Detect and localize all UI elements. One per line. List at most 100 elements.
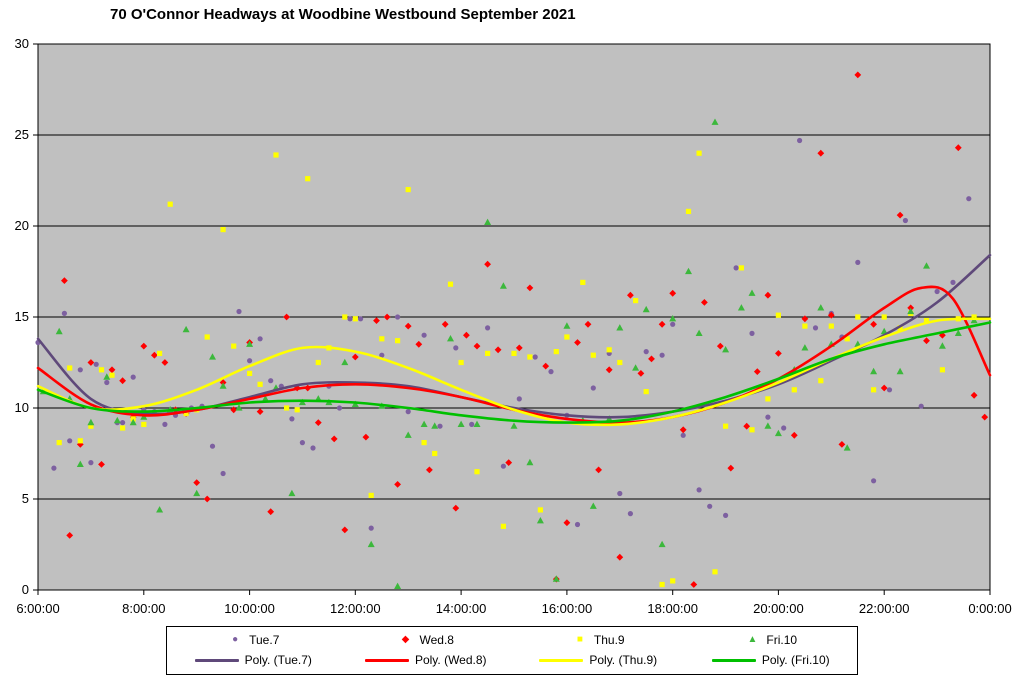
scatter-point	[288, 489, 296, 497]
scatter-point	[452, 504, 460, 512]
scatter-point	[748, 289, 756, 296]
scatter-point	[737, 304, 745, 311]
scatter-point	[966, 196, 972, 202]
poly-thu9-line-icon	[539, 658, 584, 662]
trend-line	[36, 285, 992, 424]
scatter-point	[342, 314, 348, 320]
scatter-point	[473, 342, 481, 350]
scatter-point	[426, 466, 433, 474]
scatter-point	[871, 478, 877, 484]
scatter-point	[818, 378, 824, 384]
scatter-point	[775, 350, 782, 357]
scatter-point	[119, 377, 126, 385]
scatter-point	[453, 345, 459, 351]
y-axis-label: 20	[15, 218, 29, 233]
scatter-point	[162, 421, 168, 427]
scatter-point	[404, 322, 412, 330]
scatter-point	[954, 329, 962, 336]
scatter-point	[537, 507, 543, 513]
scatter-point	[532, 354, 538, 360]
scatter-point	[182, 325, 190, 333]
plot-area: 0 5 10 15 20 25 30 6:00:00 8:00:00 10:00:00 12:00:…	[15, 36, 1012, 616]
poly-wed8-line-icon	[364, 658, 409, 662]
scatter-point	[395, 314, 401, 320]
scatter-point	[733, 265, 739, 271]
scatter-point	[685, 267, 692, 275]
scatter-point	[87, 418, 95, 426]
scatter-point	[511, 350, 517, 356]
scatter-point	[775, 312, 781, 318]
scatter-point	[907, 307, 915, 315]
legend-item-poly-wed8: Poly. (Wed.8)	[340, 653, 513, 667]
scatter-point	[670, 578, 676, 584]
scatter-point	[627, 291, 634, 299]
scatter-point	[88, 423, 94, 429]
scatter-point	[902, 217, 909, 224]
x-axis-label: 6:00:00	[16, 601, 59, 616]
x-axis-label: 0:00:00	[968, 601, 1011, 616]
scatter-point	[437, 423, 443, 429]
scatter-point	[616, 553, 624, 561]
x-axis-label: 14:00:00	[436, 601, 487, 616]
scatter-point	[633, 298, 639, 304]
scatter-point	[801, 344, 809, 351]
scatter-point	[231, 343, 237, 349]
scatter-point	[564, 334, 570, 340]
scatter-point	[616, 324, 624, 331]
scatter-point	[580, 279, 586, 285]
x-axis-label: 22:00:00	[859, 601, 910, 616]
scatter-point	[897, 325, 903, 331]
scatter-point	[183, 410, 189, 417]
scatter-point	[797, 137, 803, 144]
scatter-point	[790, 431, 798, 439]
scatter-point	[617, 359, 623, 366]
y-axis-label: 15	[15, 309, 29, 324]
scatter-point	[627, 510, 634, 517]
scatter-point	[236, 308, 242, 315]
scatter-point	[590, 385, 596, 391]
legend-row-trendlines: Poly. (Tue.7) Poly. (Wed.8) Poly. (Thu.9…	[167, 653, 857, 667]
scatter-point	[405, 187, 411, 193]
fri10-marker-icon: ▲	[747, 634, 758, 645]
scatter-point	[590, 352, 596, 358]
scatter-point	[749, 427, 755, 433]
scatter-point	[844, 336, 850, 342]
scatter-point	[727, 464, 735, 472]
scatter-point	[193, 489, 201, 497]
scatter-point	[950, 279, 956, 285]
scatter-point	[98, 461, 105, 468]
scatter-point	[473, 420, 481, 427]
scatter-point	[104, 379, 110, 386]
scatter-point	[923, 337, 930, 345]
scatter-point	[379, 352, 385, 358]
scatter-point	[209, 353, 216, 360]
scatter-point	[880, 327, 888, 335]
scatter-point	[536, 517, 544, 524]
scatter-point	[838, 441, 846, 448]
thu9-marker-icon: ■	[576, 634, 583, 645]
scatter-point	[981, 413, 989, 421]
scatter-point	[643, 349, 649, 355]
scatter-point	[938, 342, 946, 349]
scatter-point	[77, 367, 83, 373]
scatter-point	[358, 316, 364, 322]
x-axis-label: 16:00:00	[542, 601, 593, 616]
scatter-point	[812, 325, 819, 331]
scatter-point	[405, 409, 411, 415]
scatter-point	[294, 407, 300, 413]
scatter-point	[553, 349, 559, 355]
scatter-point	[712, 569, 718, 575]
trend-line	[36, 321, 992, 424]
scatter-point	[204, 334, 210, 340]
scatter-point	[362, 433, 370, 441]
scatter-point	[193, 479, 201, 486]
scatter-point	[66, 532, 74, 539]
scatter-point	[220, 227, 226, 233]
scatter-point	[918, 403, 924, 409]
legend-label: Poly. (Fri.10)	[761, 653, 830, 667]
scatter-point	[595, 466, 602, 474]
scatter-point	[659, 352, 665, 358]
scatter-point	[765, 414, 771, 420]
scatter-point	[257, 381, 263, 387]
scatter-point	[637, 370, 645, 377]
